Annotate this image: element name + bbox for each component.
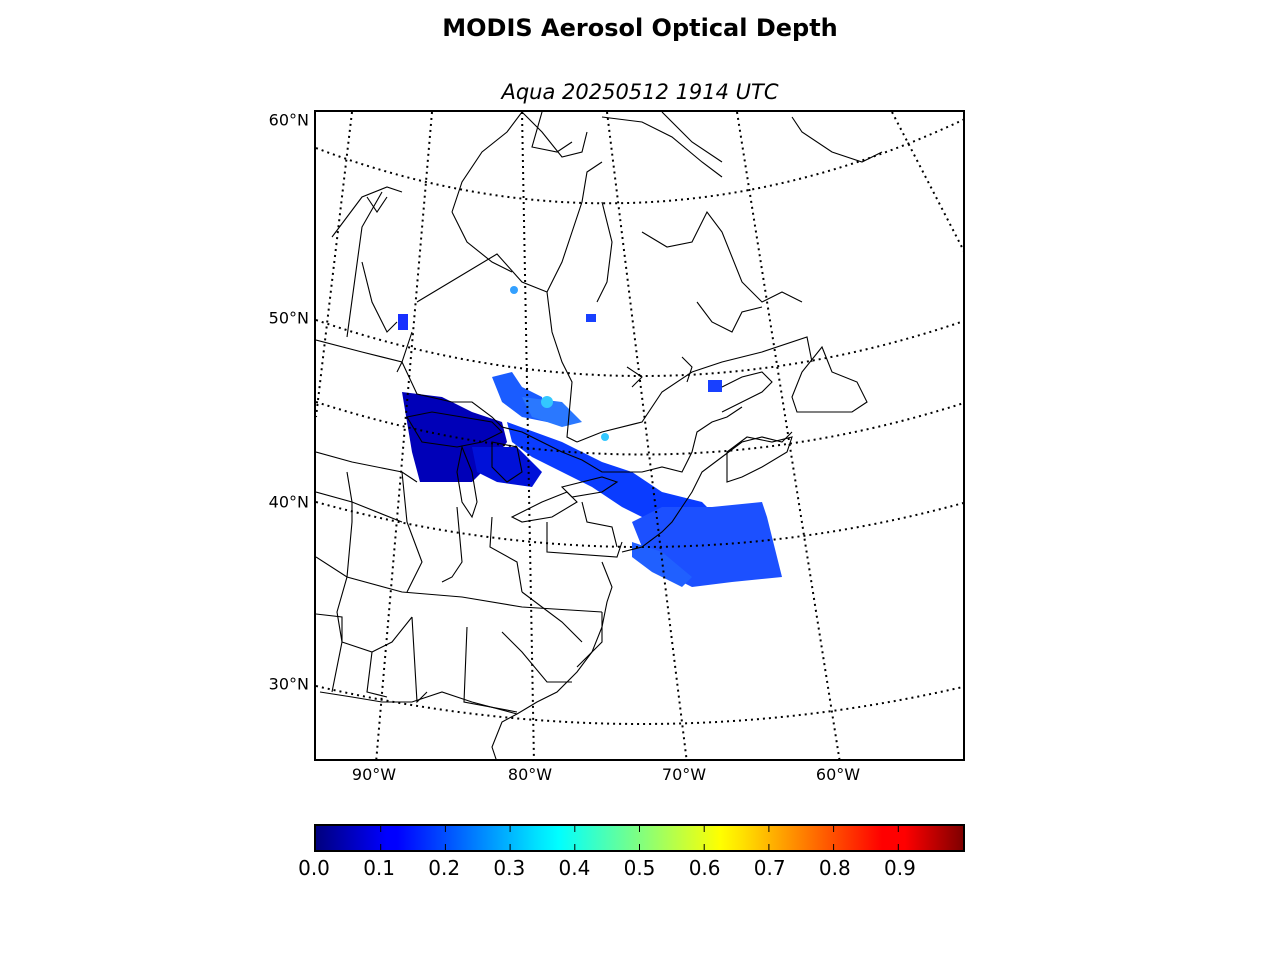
map-subtitle: Aqua 20250512 1914 UTC — [501, 80, 779, 104]
aod-region-quebec — [541, 396, 553, 408]
colorbar-tick-label: 0.3 — [493, 856, 526, 880]
political-boundaries — [316, 112, 883, 759]
colorbar-tick-label: 0.2 — [428, 856, 461, 880]
colorbar-tick-label: 0.8 — [818, 856, 851, 880]
colorbar-tick-label: 0.9 — [883, 856, 916, 880]
aod-region-atlantic — [632, 502, 782, 587]
lon-label-90w: 90°W — [351, 765, 397, 784]
colorbar-tick-label: 0.1 — [363, 856, 395, 880]
colorbar-tick-label: 0.0 — [298, 856, 330, 880]
aod-swath — [398, 286, 782, 587]
colorbar — [314, 824, 965, 852]
lat-label-40: 40°N — [268, 492, 309, 512]
colorbar-gradient — [316, 826, 963, 850]
colorbar-tick-label: 0.6 — [688, 856, 721, 880]
colorbar-tick-label: 0.7 — [753, 856, 786, 880]
aod-region-michigan — [472, 447, 542, 487]
lon-label-70w: 70°W — [661, 765, 707, 784]
graticule — [316, 112, 963, 759]
map-svg — [316, 112, 963, 759]
lat-label-30: 30°N — [268, 674, 309, 694]
colorbar-tick-label: 0.5 — [623, 856, 656, 880]
lat-label-50: 50°N — [268, 308, 309, 328]
map-title: MODIS Aerosol Optical Depth — [442, 14, 838, 42]
map-frame — [314, 110, 965, 761]
colorbar-tick-label: 0.4 — [558, 856, 591, 880]
lon-label-80w: 80°W — [507, 765, 553, 784]
lon-label-60w: 60°W — [815, 765, 861, 784]
lat-label-60: 60°N — [268, 110, 309, 130]
